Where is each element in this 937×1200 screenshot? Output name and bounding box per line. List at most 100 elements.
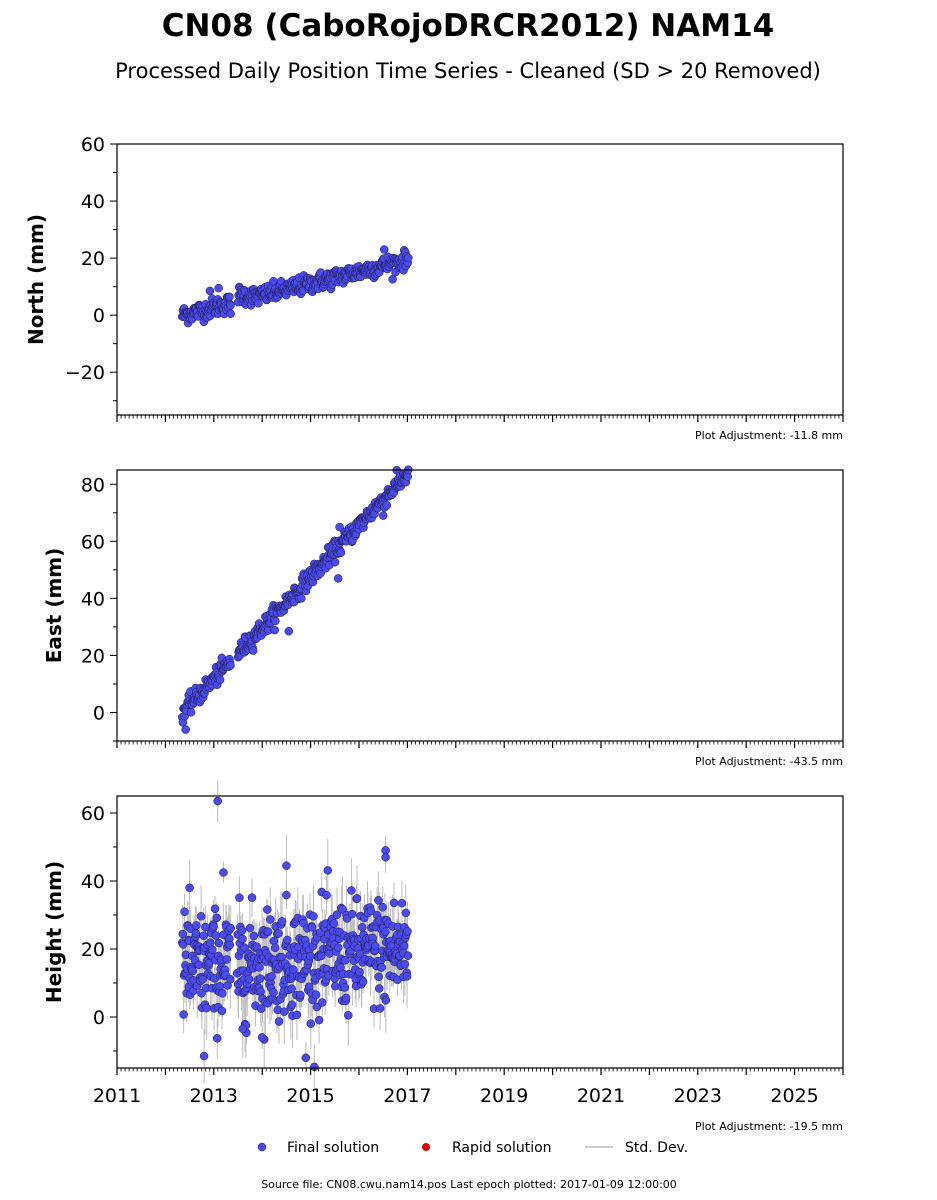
data-point xyxy=(211,931,221,940)
data-point xyxy=(217,1006,227,1016)
y-tick-label: 80 xyxy=(81,474,105,496)
data-point xyxy=(329,919,339,928)
data-point xyxy=(240,943,249,952)
y-tick-label: 20 xyxy=(81,939,105,961)
data-point xyxy=(274,1017,284,1026)
x-tick-label: 2011 xyxy=(93,1085,141,1107)
y-tick-label: 20 xyxy=(81,248,105,270)
y-tick-label: 40 xyxy=(81,588,105,610)
data-point xyxy=(254,299,263,308)
data-point xyxy=(270,625,279,635)
data-point xyxy=(208,945,217,955)
data-point xyxy=(270,943,280,953)
data-point xyxy=(378,902,387,912)
data-point xyxy=(377,963,387,972)
data-point xyxy=(341,993,351,1003)
data-point xyxy=(289,965,298,974)
data-point xyxy=(192,921,201,930)
y-axis-label: East (mm) xyxy=(42,548,66,664)
data-point xyxy=(378,511,388,520)
y-axis-label: North (mm) xyxy=(24,214,48,345)
data-point xyxy=(267,972,276,981)
data-point xyxy=(381,996,391,1005)
data-point xyxy=(347,886,356,895)
x-tick-label: 2017 xyxy=(383,1085,431,1107)
data-point xyxy=(282,890,291,900)
data-point xyxy=(237,926,247,935)
data-point xyxy=(199,931,208,940)
data-point xyxy=(226,301,235,310)
data-point xyxy=(379,245,389,254)
y-tick-label: 60 xyxy=(81,803,105,825)
data-point xyxy=(306,951,315,961)
data-point xyxy=(188,966,198,976)
data-point xyxy=(341,956,350,965)
legend-final-label: Final solution xyxy=(287,1140,379,1156)
y-tick-label: 60 xyxy=(81,134,105,156)
data-point xyxy=(185,883,194,893)
data-point xyxy=(198,975,208,984)
data-point xyxy=(382,501,392,510)
data-point xyxy=(284,626,294,636)
plot-adjustment-note: Plot Adjustment: -43.5 mm xyxy=(695,755,843,768)
data-point xyxy=(402,972,412,981)
panel-3: 0 20 40 60 2011 2013 2015 2017 2019 2021 2023 2025 H… xyxy=(42,779,844,1133)
y-axis-label: Height (mm) xyxy=(42,861,66,1003)
data-point xyxy=(226,923,235,933)
data-point xyxy=(263,927,273,937)
plot-adjustment-note: Plot Adjustment: -11.8 mm xyxy=(695,429,843,442)
data-point xyxy=(311,990,321,1000)
data-point xyxy=(335,522,344,532)
data-point xyxy=(355,949,365,959)
data-point xyxy=(306,1019,316,1028)
data-point xyxy=(255,963,264,972)
data-point xyxy=(381,852,390,862)
data-point xyxy=(256,974,265,983)
data-point xyxy=(344,1011,353,1020)
data-point xyxy=(247,893,257,902)
data-point xyxy=(245,923,255,933)
data-point xyxy=(366,906,376,916)
data-point xyxy=(226,661,235,670)
data-point xyxy=(274,929,283,938)
data-point xyxy=(401,908,411,918)
data-point xyxy=(205,938,215,947)
data-point xyxy=(180,907,189,917)
data-point xyxy=(307,922,317,932)
data-point xyxy=(340,983,350,992)
data-point xyxy=(219,868,228,877)
data-point xyxy=(375,1004,385,1013)
final-solution-points xyxy=(178,796,413,1072)
data-point xyxy=(210,904,220,914)
data-point xyxy=(371,941,380,951)
data-point xyxy=(202,1003,211,1013)
data-point xyxy=(322,890,331,900)
data-point xyxy=(352,894,362,903)
data-point xyxy=(235,893,244,902)
y-tick-label: −20 xyxy=(65,362,105,384)
data-point xyxy=(197,988,206,998)
data-point xyxy=(357,923,367,932)
data-point xyxy=(238,934,247,944)
data-point xyxy=(214,283,223,293)
data-point xyxy=(225,292,234,302)
data-point xyxy=(226,309,235,318)
panel-2: 0 20 40 60 80 East (mm) Plot Adjustment: -43.5… xyxy=(42,465,844,768)
data-point xyxy=(209,922,218,931)
data-point xyxy=(215,675,225,685)
data-point xyxy=(215,981,225,991)
legend-rapid-marker xyxy=(422,1143,430,1151)
y-tick-label: 40 xyxy=(81,871,105,893)
y-tick-label: 40 xyxy=(81,191,105,213)
data-point xyxy=(292,1010,302,1020)
data-point xyxy=(244,974,254,984)
legend-rapid-label: Rapid solution xyxy=(452,1140,552,1156)
data-point xyxy=(178,929,188,939)
x-tick-label: 2015 xyxy=(286,1085,334,1107)
plot-adjustment-note: Plot Adjustment: -19.5 mm xyxy=(695,1120,843,1133)
data-point xyxy=(277,917,287,926)
data-point xyxy=(317,951,326,961)
data-point xyxy=(287,984,296,993)
data-point xyxy=(249,931,259,941)
